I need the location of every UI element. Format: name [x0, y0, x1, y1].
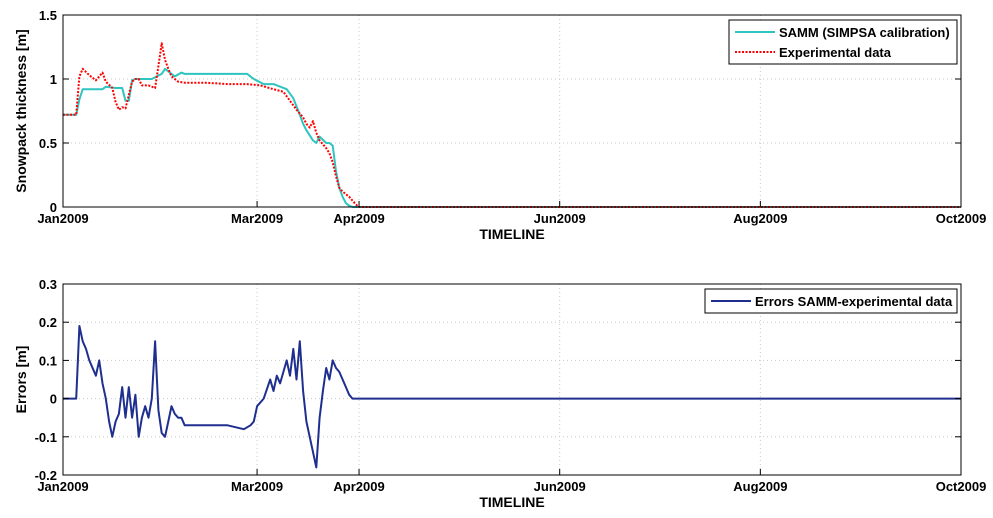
errors-x-ticks: Jan2009 Mar2009 Apr2009 Jun2009 Aug2009 Oct20… [37, 469, 986, 494]
errors-y-tick-label-0-1: -0.1 [35, 430, 57, 445]
snowpack-y-axis-label: Snowpack thickness [m] [13, 29, 29, 192]
snowpack-x-tick-label-jun2009: Jun2009 [534, 211, 586, 226]
snowpack-y-tick-label-1-5: 1.5 [39, 8, 57, 23]
snowpack-x-tick-label-aug2009: Aug2009 [733, 211, 787, 226]
errors-x-tick-label-jan2009: Jan2009 [37, 479, 88, 494]
snowpack-x-ticks: Jan2009 Mar2009 Apr2009 Jun2009 Aug2009 Oct20… [37, 201, 986, 226]
errors-x-tick-label-oct2009: Oct2009 [936, 479, 987, 494]
errors-x-tick-label-mar2009: Mar2009 [231, 479, 283, 494]
snowpack-y-tick-label-0: 0 [50, 200, 57, 215]
legend-label-errors: Errors SAMM-experimental data [755, 294, 953, 309]
series-line-samm [63, 67, 961, 208]
legend-label-experimental: Experimental data [779, 45, 892, 60]
errors-legend: Errors SAMM-experimental data [704, 288, 958, 314]
series-line-experimental [63, 42, 961, 208]
snowpack-y-ticks: 0 0.5 1 1.5 [39, 8, 961, 215]
errors-x-tick-label-apr2009: Apr2009 [333, 479, 384, 494]
snowpack-y-tick-label-0-5: 0.5 [39, 136, 57, 151]
errors-x-tick-label-jun2009: Jun2009 [534, 479, 586, 494]
errors-y-ticks: -0.2 -0.1 0 0.1 0.2 0.3 [35, 277, 961, 483]
errors-series [63, 325, 961, 469]
snowpack-x-tick-label-mar2009: Mar2009 [231, 211, 283, 226]
snowpack-series [63, 42, 961, 208]
errors-chart: Jan2009 Mar2009 Apr2009 Jun2009 Aug2009 Oct20… [13, 277, 986, 510]
errors-x-axis-label: TIMELINE [479, 494, 544, 510]
errors-y-tick-label-0-2: -0.2 [35, 468, 57, 483]
series-line-errors [63, 325, 961, 469]
errors-x-tick-label-aug2009: Aug2009 [733, 479, 787, 494]
errors-y-tick-label-0-3: 0.3 [39, 277, 57, 292]
snowpack-plot-frame [62, 14, 962, 208]
errors-y-tick-label-0-2: 0.2 [39, 315, 57, 330]
snowpack-x-tick-label-apr2009: Apr2009 [333, 211, 384, 226]
snowpack-x-tick-label-jan2009: Jan2009 [37, 211, 88, 226]
snowpack-x-axis-label: TIMELINE [479, 226, 544, 242]
snowpack-legend: SAMM (SIMPSA calibration) Experimental d… [728, 19, 958, 65]
snowpack-x-tick-label-oct2009: Oct2009 [936, 211, 987, 226]
snowpack-chart: Jan2009 Mar2009 Apr2009 Jun2009 Aug2009 Oct20… [13, 8, 986, 242]
errors-y-tick-label-0: 0 [50, 392, 57, 407]
errors-y-axis-label: Errors [m] [13, 346, 29, 414]
errors-y-tick-label-0-1: 0.1 [39, 353, 57, 368]
snowpack-y-tick-label-1: 1 [50, 72, 57, 87]
errors-plot-frame [62, 283, 962, 476]
legend-label-samm: SAMM (SIMPSA calibration) [779, 25, 950, 40]
snowpack-legend-box [728, 19, 958, 65]
